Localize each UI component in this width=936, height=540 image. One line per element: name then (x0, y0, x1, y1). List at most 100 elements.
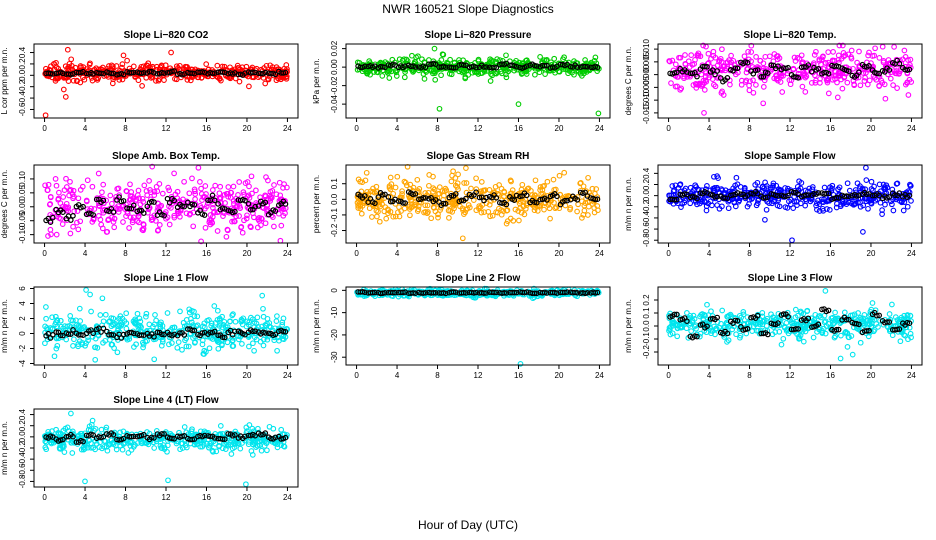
data-point (824, 79, 831, 86)
y-axis-label: percent per m.n. (312, 175, 321, 233)
data-point (190, 223, 197, 230)
data-point (209, 187, 216, 193)
data-point (574, 208, 580, 215)
data-point (75, 226, 82, 233)
data-point (232, 318, 239, 325)
data-point (399, 188, 405, 194)
outlier-point (120, 52, 127, 59)
average-point (128, 70, 135, 76)
data-point (244, 212, 250, 219)
data-point (908, 198, 914, 204)
average-point (209, 192, 216, 199)
data-point (446, 215, 452, 221)
data-point (253, 187, 259, 194)
data-point (830, 49, 836, 55)
data-point (81, 76, 88, 83)
average-point (491, 64, 497, 71)
x-tick-label: 16 (514, 124, 523, 133)
data-point (110, 76, 117, 83)
data-point (844, 79, 851, 86)
average-point (60, 70, 66, 77)
data-point (174, 344, 181, 351)
data-point (65, 63, 72, 70)
x-tick-label: 12 (474, 249, 483, 258)
data-point (698, 71, 705, 78)
panel-title: Slope Line 2 Flow (436, 273, 521, 284)
outlier-point (439, 51, 446, 58)
data-point (544, 178, 551, 185)
data-point (857, 339, 864, 346)
data-point (516, 217, 522, 224)
data-point (376, 218, 383, 225)
data-point (750, 77, 756, 84)
panel-title: Slope Line 3 Flow (748, 273, 833, 284)
average-point (541, 63, 548, 69)
data-point (710, 52, 717, 59)
data-point (854, 59, 860, 66)
y-tick-label: -0.02 (330, 76, 339, 95)
y-tick-label: 0.00 (330, 59, 339, 75)
data-point (666, 58, 673, 64)
data-point (676, 54, 682, 61)
data-point (394, 173, 401, 180)
data-point (519, 181, 526, 188)
data-point (763, 206, 770, 213)
data-point (890, 207, 897, 214)
data-point (819, 56, 825, 63)
data-point (889, 201, 895, 208)
average-point (49, 71, 56, 77)
data-point (53, 345, 60, 352)
outlier-point (87, 291, 93, 298)
data-point (692, 80, 699, 87)
y-tick-label: -0.4 (18, 91, 27, 105)
data-point (51, 353, 58, 360)
data-point (111, 224, 118, 231)
data-point (561, 169, 568, 176)
y-tick-label: -2 (18, 344, 27, 352)
data-point (582, 57, 588, 63)
data-point (556, 172, 563, 179)
data-point (70, 343, 76, 349)
data-point (158, 63, 165, 70)
data-point (473, 175, 479, 182)
data-point (904, 203, 911, 210)
y-tick-label: 0 (330, 288, 339, 293)
data-point (714, 62, 721, 69)
data-point (246, 343, 252, 350)
data-point (802, 89, 809, 95)
x-tick-label: 0 (354, 371, 359, 380)
data-point (750, 89, 757, 96)
data-point (455, 171, 461, 178)
data-point (810, 334, 817, 341)
x-tick-label: 12 (162, 249, 171, 258)
data-point (143, 74, 150, 81)
data-point (560, 56, 566, 63)
data-point (211, 303, 218, 309)
data-point (42, 340, 48, 347)
x-tick-label: 0 (354, 124, 359, 133)
data-point (68, 56, 75, 63)
data-point (864, 81, 871, 88)
y-axis-label: m/m n per m.n. (624, 299, 633, 353)
data-point (56, 189, 62, 196)
x-tick-label: 12 (786, 124, 795, 133)
data-point (548, 59, 554, 66)
data-point (135, 187, 142, 194)
data-point (110, 63, 116, 70)
data-point (813, 77, 819, 84)
data-point (401, 205, 408, 212)
data-point (100, 181, 107, 188)
data-point (550, 176, 557, 183)
data-point (369, 214, 375, 220)
data-point (235, 65, 242, 72)
data-point (84, 177, 91, 184)
x-tick-label: 0 (666, 124, 671, 133)
data-point (97, 312, 104, 318)
chart-panel-4: Slope Amb. Box Temp.degrees C per m.n.0 4… (0, 151, 299, 258)
data-point (714, 75, 721, 81)
data-point (841, 309, 848, 316)
data-point (254, 314, 261, 321)
data-point (119, 76, 126, 83)
data-point (246, 83, 252, 90)
x-tick-label: 4 (83, 124, 88, 133)
